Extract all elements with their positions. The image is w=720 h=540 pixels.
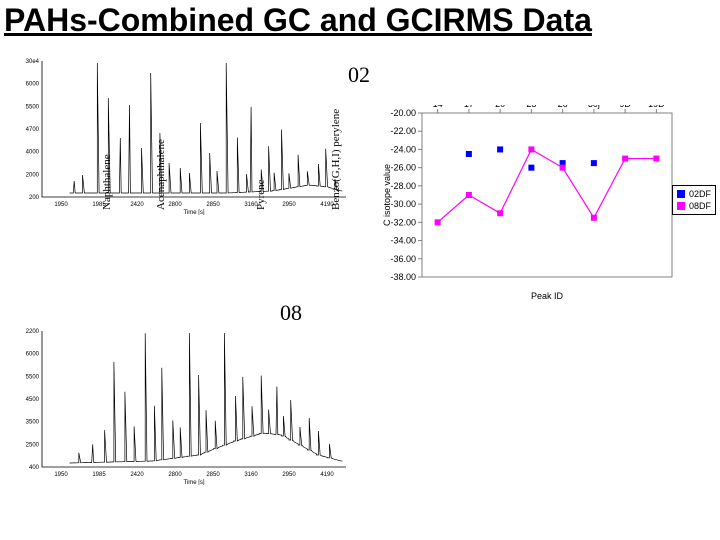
peak-label: Pyrene [255,179,267,210]
svg-text:200: 200 [29,195,40,201]
svg-text:6000: 6000 [26,352,40,358]
svg-text:3160: 3160 [244,472,258,478]
svg-text:C isotope value: C isotope value [382,164,392,226]
svg-text:30j: 30j [588,105,600,109]
svg-text:2800: 2800 [168,202,182,208]
svg-text:-24.00: -24.00 [390,144,416,154]
svg-text:400: 400 [29,465,40,471]
sample-id-02: 02 [348,62,370,88]
svg-text:2850: 2850 [206,202,220,208]
svg-text:14: 14 [433,105,443,109]
svg-text:20: 20 [495,105,505,109]
svg-text:6000: 6000 [26,82,40,88]
scatter-legend: 02DF 08DF [672,185,716,215]
svg-text:30e4: 30e4 [26,59,40,65]
svg-text:26: 26 [558,105,568,109]
page-title: PAHs-Combined GC and GCIRMS Data [4,2,716,39]
svg-text:2200: 2200 [26,329,40,335]
svg-text:2000: 2000 [26,172,40,178]
svg-text:1985: 1985 [92,472,106,478]
legend-label: 08DF [689,201,711,211]
svg-text:4700: 4700 [26,127,40,133]
chromatogram-02: 30e4600055004700400020002001950198524202… [10,55,350,215]
chromatogram-08: 2200 6000 5500 4500 3500 2500 400 1950 1985 2420 2… [10,325,350,485]
svg-text:1950: 1950 [54,202,68,208]
svg-text:-22.00: -22.00 [390,126,416,136]
svg-text:23: 23 [526,105,536,109]
svg-text:1950: 1950 [54,472,68,478]
svg-text:4190: 4190 [320,472,334,478]
svg-text:-38.00: -38.00 [390,272,416,282]
svg-text:17: 17 [464,105,474,109]
svg-text:-32.00: -32.00 [390,217,416,227]
svg-text:-26.00: -26.00 [390,163,416,173]
legend-label: 02DF [689,189,711,199]
isotope-scatter-plot: -20.00 -22.00 -24.00 -26.00 -28.00 -30.00 -32.… [380,105,680,310]
svg-text:Time [s]: Time [s] [183,210,204,215]
svg-text:4500: 4500 [26,397,40,403]
svg-text:-36.00: -36.00 [390,254,416,264]
svg-text:Time [s]: Time [s] [183,480,204,485]
legend-swatch [677,190,685,198]
svg-text:2950: 2950 [282,202,296,208]
svg-text:2800: 2800 [168,472,182,478]
svg-text:4000: 4000 [26,150,40,156]
svg-text:5500: 5500 [26,374,40,380]
svg-text:3500: 3500 [26,420,40,426]
svg-text:-28.00: -28.00 [390,181,416,191]
svg-text:-30.00: -30.00 [390,199,416,209]
svg-text:2420: 2420 [130,472,144,478]
svg-text:19D: 19D [648,105,665,109]
svg-text:2850: 2850 [206,472,220,478]
peak-label: Benzo(G,H,I) perylene [330,109,342,210]
peak-label: Naphthalene [101,154,113,210]
svg-text:9D: 9D [619,105,631,109]
svg-text:-34.00: -34.00 [390,236,416,246]
legend-item: 02DF [677,188,711,200]
svg-text:5500: 5500 [26,104,40,110]
svg-text:2950: 2950 [282,472,296,478]
svg-text:Peak ID: Peak ID [531,291,564,301]
svg-text:2420: 2420 [130,202,144,208]
sample-id-08: 08 [280,300,302,326]
legend-item: 08DF [677,200,711,212]
legend-swatch [677,202,685,210]
svg-text:-20.00: -20.00 [390,108,416,118]
svg-text:2500: 2500 [26,442,40,448]
peak-label: Acenaphthalene [155,139,167,210]
